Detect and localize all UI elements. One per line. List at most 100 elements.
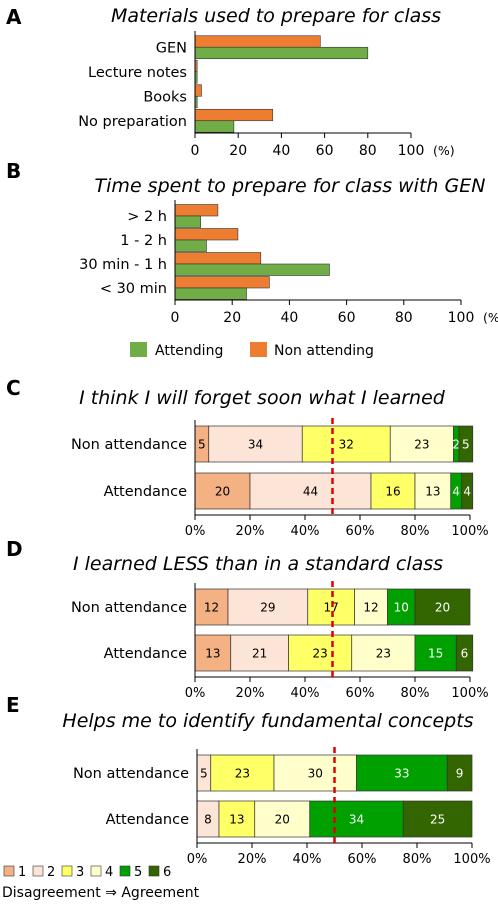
segment-level-6: [461, 472, 474, 510]
data-label: 23: [312, 647, 327, 661]
x-tick-label: 20: [223, 310, 241, 326]
x-tick-label: 80: [395, 310, 413, 326]
x-tick-label: 80%: [401, 686, 430, 701]
segment-level-5: [414, 634, 457, 672]
category-label: 1 - 2 h: [120, 233, 167, 249]
bar-attending: [174, 263, 330, 276]
data-label: 21: [252, 647, 267, 661]
panel-a-title: Materials used to prepare for class: [111, 5, 441, 27]
segment-level-2: [227, 588, 309, 626]
panel-b: B Time spent to prepare for class with G…: [6, 159, 498, 359]
x-tick-label: 20%: [236, 524, 265, 539]
data-label: 2: [452, 438, 460, 452]
data-label: 29: [260, 601, 275, 615]
likert-swatch-2: [32, 865, 44, 877]
chart-d-plot: Non attendance 12 29 17 12 10 20 Attendance 13 21…: [71, 581, 489, 701]
bar-attending: [194, 120, 235, 133]
panel-d-letter: D: [6, 537, 23, 561]
bar-non-attending: [174, 204, 219, 217]
x-tick-label: 100%: [453, 852, 490, 867]
data-label: 13: [205, 647, 220, 661]
x-tick-label: 40: [280, 310, 298, 326]
x-tick-label: 0: [191, 143, 200, 159]
bar-non-attending: [194, 35, 321, 48]
panel-e: E Helps me to identify fundamental conce…: [6, 693, 491, 867]
category-label: Non attendance: [73, 766, 189, 782]
segment-level-4: [389, 425, 454, 463]
segment-level-5: [309, 800, 404, 838]
bar-non-attending: [174, 228, 239, 241]
bar-non-attending: [174, 252, 262, 265]
bar-attending: [174, 215, 202, 228]
segment-level-6: [455, 634, 474, 672]
panel-c-title: I think I will forget soon what I learne…: [79, 387, 446, 409]
x-tick-label: 0%: [185, 524, 206, 539]
data-label: 16: [385, 485, 400, 499]
x-tick-label: 80%: [403, 852, 432, 867]
category-label: GEN: [156, 40, 187, 56]
x-tick-label: 20%: [238, 852, 267, 867]
data-label: 5: [200, 767, 208, 781]
x-tick-label: 40: [272, 143, 290, 159]
bar-attending: [174, 239, 207, 252]
likert-legend: Disagreement ⇒ Agreement 1 2 3 4 5 6: [2, 865, 200, 901]
legend-non-attending-swatch: [250, 342, 267, 357]
data-label: 20: [215, 485, 230, 499]
segment-level-4: [273, 754, 357, 792]
bar-non-attending: [174, 276, 270, 289]
segment-level-2: [208, 425, 303, 463]
category-label: No preparation: [78, 114, 187, 130]
data-label: 23: [235, 767, 250, 781]
x-tick-label: 100: [398, 143, 425, 159]
data-label: 17: [323, 601, 338, 615]
x-tick-label: 20: [229, 143, 247, 159]
bar-non-attending: [194, 108, 274, 122]
x-tick-label: 80: [359, 143, 377, 159]
segment-level-6: [402, 800, 473, 838]
panel-d-title: I learned LESS than in a standard class: [73, 553, 443, 575]
likert-label-1: 1: [18, 865, 26, 880]
panel-c: C I think I will forget soon what I lear…: [6, 376, 489, 539]
panel-a: A Materials used to prepare for class GE…: [6, 5, 455, 159]
likert-swatch-4: [90, 865, 102, 877]
data-label: 33: [394, 767, 409, 781]
likert-label-6: 6: [163, 865, 171, 880]
segment-level-3: [301, 425, 391, 463]
bar-non-attending: [194, 84, 202, 97]
category-label: Books: [143, 89, 187, 105]
x-unit-label: (%): [433, 143, 455, 158]
x-tick-label: 100: [448, 310, 475, 326]
x-tick-label: 40%: [291, 524, 320, 539]
data-label: 4: [463, 485, 471, 499]
likert-caption: Disagreement ⇒ Agreement: [2, 885, 200, 901]
data-label: 20: [435, 601, 450, 615]
segment-level-2: [249, 472, 372, 510]
data-label: 34: [349, 813, 364, 827]
data-label: 8: [204, 813, 212, 827]
likert-label-2: 2: [47, 865, 55, 880]
likert-label-3: 3: [76, 865, 84, 880]
chart-e-plot: Non attendance 5 23 30 33 9 Attendance 8 13 20 34 2…: [73, 747, 491, 867]
segment-level-3: [307, 588, 355, 626]
segment-level-1: [194, 472, 251, 510]
segment-level-2: [230, 634, 289, 672]
data-label: 44: [303, 485, 318, 499]
category-label: Lecture notes: [88, 65, 187, 81]
panel-e-letter: E: [6, 693, 20, 717]
x-tick-label: 80%: [401, 524, 430, 539]
panel-b-title: Time spent to prepare for class with GEN: [95, 175, 486, 197]
likert-label-5: 5: [134, 865, 142, 880]
panel-c-letter: C: [6, 376, 21, 400]
data-label: 12: [363, 601, 378, 615]
category-label: Attendance: [104, 484, 187, 500]
data-label: 23: [376, 647, 391, 661]
data-label: 15: [428, 647, 443, 661]
data-label: 4: [452, 485, 460, 499]
data-label: 25: [430, 813, 445, 827]
x-tick-label: 40%: [291, 686, 320, 701]
x-tick-label: 0%: [185, 686, 206, 701]
